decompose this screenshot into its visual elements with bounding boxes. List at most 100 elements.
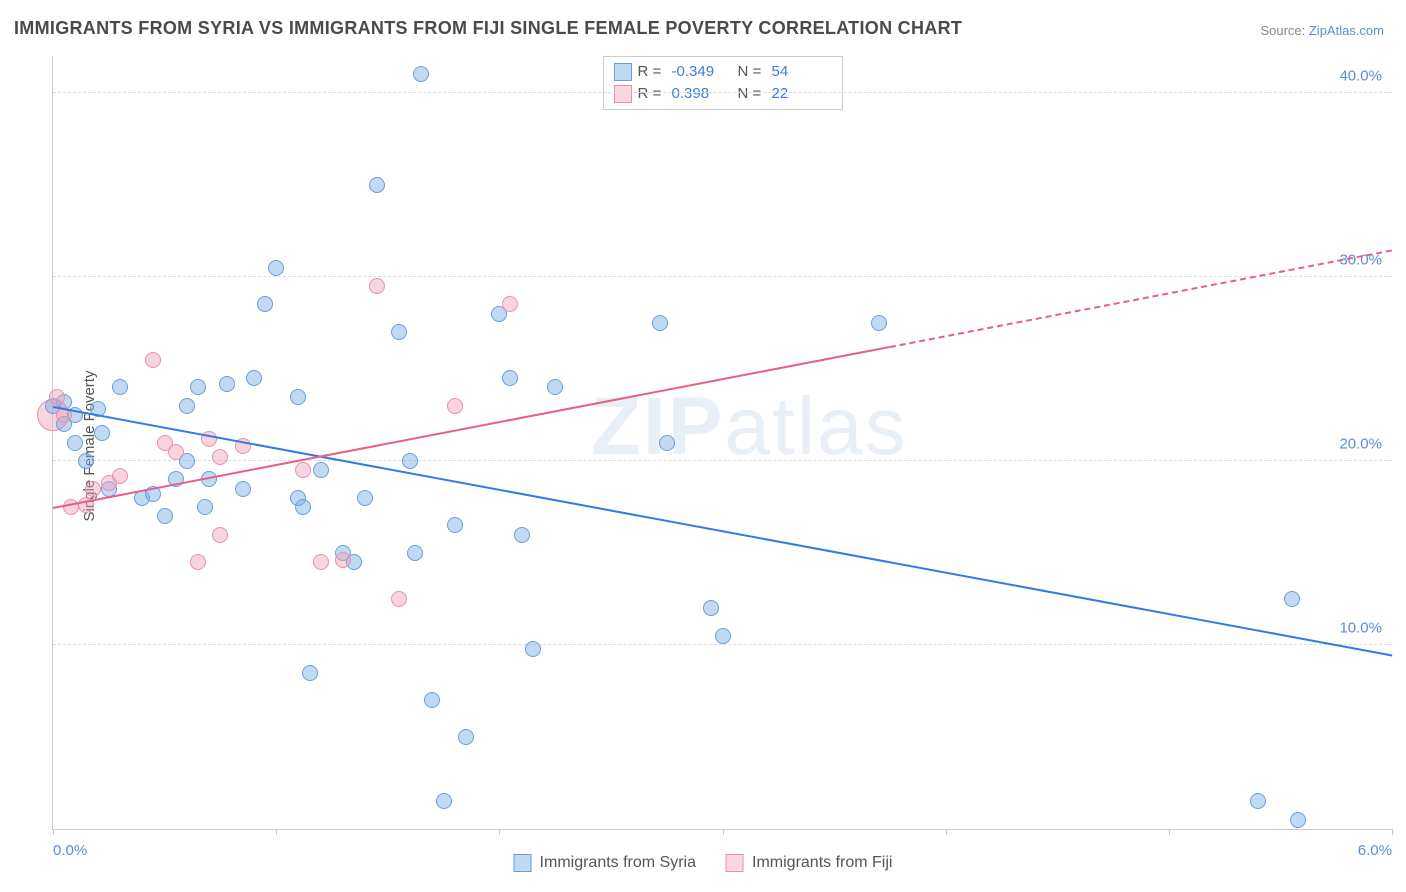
scatter-point (413, 66, 429, 82)
x-tick-label: 6.0% (1358, 842, 1392, 859)
scatter-point (547, 379, 563, 395)
scatter-point (502, 296, 518, 312)
stats-legend-row: R = -0.349 N = 54 (614, 61, 832, 83)
gridline-h (53, 644, 1392, 645)
stat-r-label: R = (638, 61, 666, 83)
scatter-point (94, 425, 110, 441)
scatter-point (407, 545, 423, 561)
scatter-point (219, 376, 235, 392)
legend-item: Immigrants from Fiji (726, 854, 892, 872)
scatter-point (145, 352, 161, 368)
stat-r-label: R = (638, 83, 666, 105)
x-tick (1392, 829, 1393, 835)
scatter-point (168, 444, 184, 460)
stat-r-value: 0.398 (672, 83, 732, 105)
scatter-point (190, 554, 206, 570)
stat-n-value: 54 (772, 61, 832, 83)
x-tick (499, 829, 500, 835)
stats-legend: R = -0.349 N = 54 R = 0.398 N = 22 (603, 56, 843, 110)
scatter-point (391, 324, 407, 340)
chart-container: IMMIGRANTS FROM SYRIA VS IMMIGRANTS FROM… (0, 0, 1406, 892)
x-tick (53, 829, 54, 835)
watermark-bold: ZIP (591, 381, 725, 472)
scatter-point (257, 296, 273, 312)
scatter-point (424, 692, 440, 708)
scatter-point (246, 370, 262, 386)
scatter-point (369, 177, 385, 193)
scatter-point (436, 793, 452, 809)
scatter-point (357, 490, 373, 506)
scatter-point (447, 517, 463, 533)
scatter-point (295, 462, 311, 478)
legend-label: Immigrants from Fiji (752, 854, 892, 872)
scatter-point (391, 591, 407, 607)
scatter-point (525, 641, 541, 657)
scatter-point (447, 398, 463, 414)
scatter-point (78, 453, 94, 469)
scatter-point (458, 729, 474, 745)
scatter-point (502, 370, 518, 386)
scatter-point (290, 389, 306, 405)
gridline-h (53, 92, 1392, 93)
scatter-point (659, 435, 675, 451)
scatter-point (703, 600, 719, 616)
x-tick-label: 0.0% (53, 842, 87, 859)
scatter-point (197, 499, 213, 515)
source-link[interactable]: ZipAtlas.com (1309, 23, 1384, 38)
trend-line (890, 249, 1392, 348)
scatter-point (295, 499, 311, 515)
x-tick (1169, 829, 1170, 835)
scatter-point (212, 449, 228, 465)
plot-area: ZIPatlas R = -0.349 N = 54 R = 0.398 N = 22 10.… (52, 56, 1392, 830)
chart-title: IMMIGRANTS FROM SYRIA VS IMMIGRANTS FROM… (14, 18, 962, 39)
scatter-point (1250, 793, 1266, 809)
stat-r-value: -0.349 (672, 61, 732, 83)
stat-n-label: N = (738, 61, 766, 83)
x-tick (276, 829, 277, 835)
legend-swatch (614, 63, 632, 81)
scatter-point (85, 481, 101, 497)
scatter-point (1290, 812, 1306, 828)
scatter-point (112, 379, 128, 395)
scatter-point (179, 398, 195, 414)
scatter-point (235, 481, 251, 497)
bottom-legend: Immigrants from Syria Immigrants from Fij… (514, 854, 893, 872)
scatter-point (715, 628, 731, 644)
y-tick-label: 20.0% (1339, 435, 1382, 452)
scatter-point (157, 508, 173, 524)
scatter-point (514, 527, 530, 543)
y-tick-label: 10.0% (1339, 619, 1382, 636)
y-tick-label: 40.0% (1339, 67, 1382, 84)
scatter-point (1284, 591, 1300, 607)
gridline-h (53, 276, 1392, 277)
scatter-point (268, 260, 284, 276)
scatter-point (67, 435, 83, 451)
legend-swatch (726, 854, 744, 872)
scatter-point (190, 379, 206, 395)
trend-line (53, 406, 1392, 656)
scatter-point (112, 468, 128, 484)
legend-swatch (514, 854, 532, 872)
x-tick (946, 829, 947, 835)
scatter-point (369, 278, 385, 294)
gridline-h (53, 460, 1392, 461)
scatter-point (302, 665, 318, 681)
stat-n-value: 22 (772, 83, 832, 105)
scatter-point (871, 315, 887, 331)
legend-label: Immigrants from Syria (540, 854, 696, 872)
scatter-point (49, 389, 65, 405)
x-tick (723, 829, 724, 835)
scatter-point (212, 527, 228, 543)
scatter-point (652, 315, 668, 331)
scatter-point (402, 453, 418, 469)
source-label: Source: (1260, 23, 1308, 38)
scatter-point (313, 462, 329, 478)
scatter-point (335, 552, 351, 568)
stats-legend-row: R = 0.398 N = 22 (614, 83, 832, 105)
source-attribution: Source: ZipAtlas.com (1260, 23, 1384, 38)
legend-swatch (614, 85, 632, 103)
legend-item: Immigrants from Syria (514, 854, 696, 872)
watermark-thin: atlas (724, 381, 907, 472)
stat-n-label: N = (738, 83, 766, 105)
scatter-point (313, 554, 329, 570)
